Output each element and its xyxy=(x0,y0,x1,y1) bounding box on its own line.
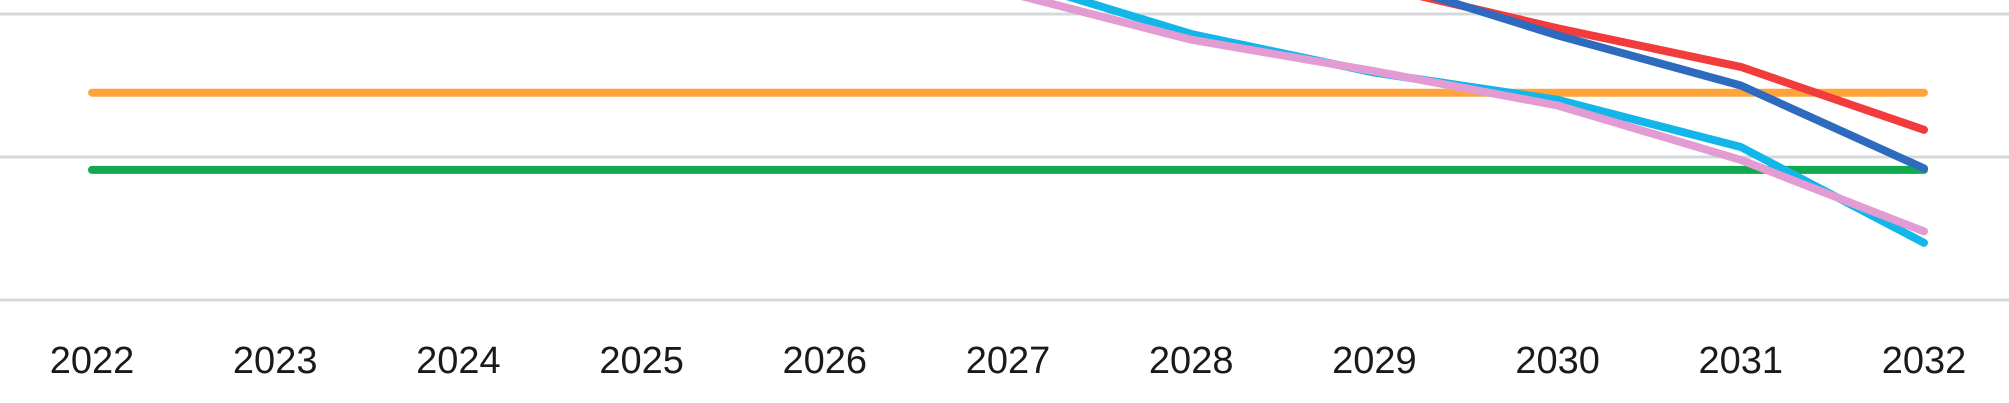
series-lines xyxy=(88,0,1928,247)
x-tick-label-2023: 2023 xyxy=(233,340,318,382)
x-tick-label-2022: 2022 xyxy=(50,340,135,382)
x-tick-label-2031: 2031 xyxy=(1699,340,1784,382)
x-tick-label-2029: 2029 xyxy=(1332,340,1417,382)
x-tick-label-2024: 2024 xyxy=(416,340,501,382)
x-tick-label-2026: 2026 xyxy=(783,340,868,382)
x-tick-label-2027: 2027 xyxy=(966,340,1051,382)
x-tick-label-2028: 2028 xyxy=(1149,340,1234,382)
gridlines xyxy=(0,12,2009,302)
series-line-2 xyxy=(1419,0,1928,134)
series-line-3 xyxy=(1430,0,1928,173)
x-tick-label-2025: 2025 xyxy=(599,340,684,382)
x-axis-tick-labels: 2022 2023 2024 2025 2026 2027 2028 2029 2030 2031… xyxy=(50,340,1967,382)
series-line-5 xyxy=(1020,0,1928,236)
x-tick-label-2030: 2030 xyxy=(1515,340,1600,382)
x-tick-label-2032: 2032 xyxy=(1882,340,1967,382)
series-line-4 xyxy=(1065,0,1928,247)
